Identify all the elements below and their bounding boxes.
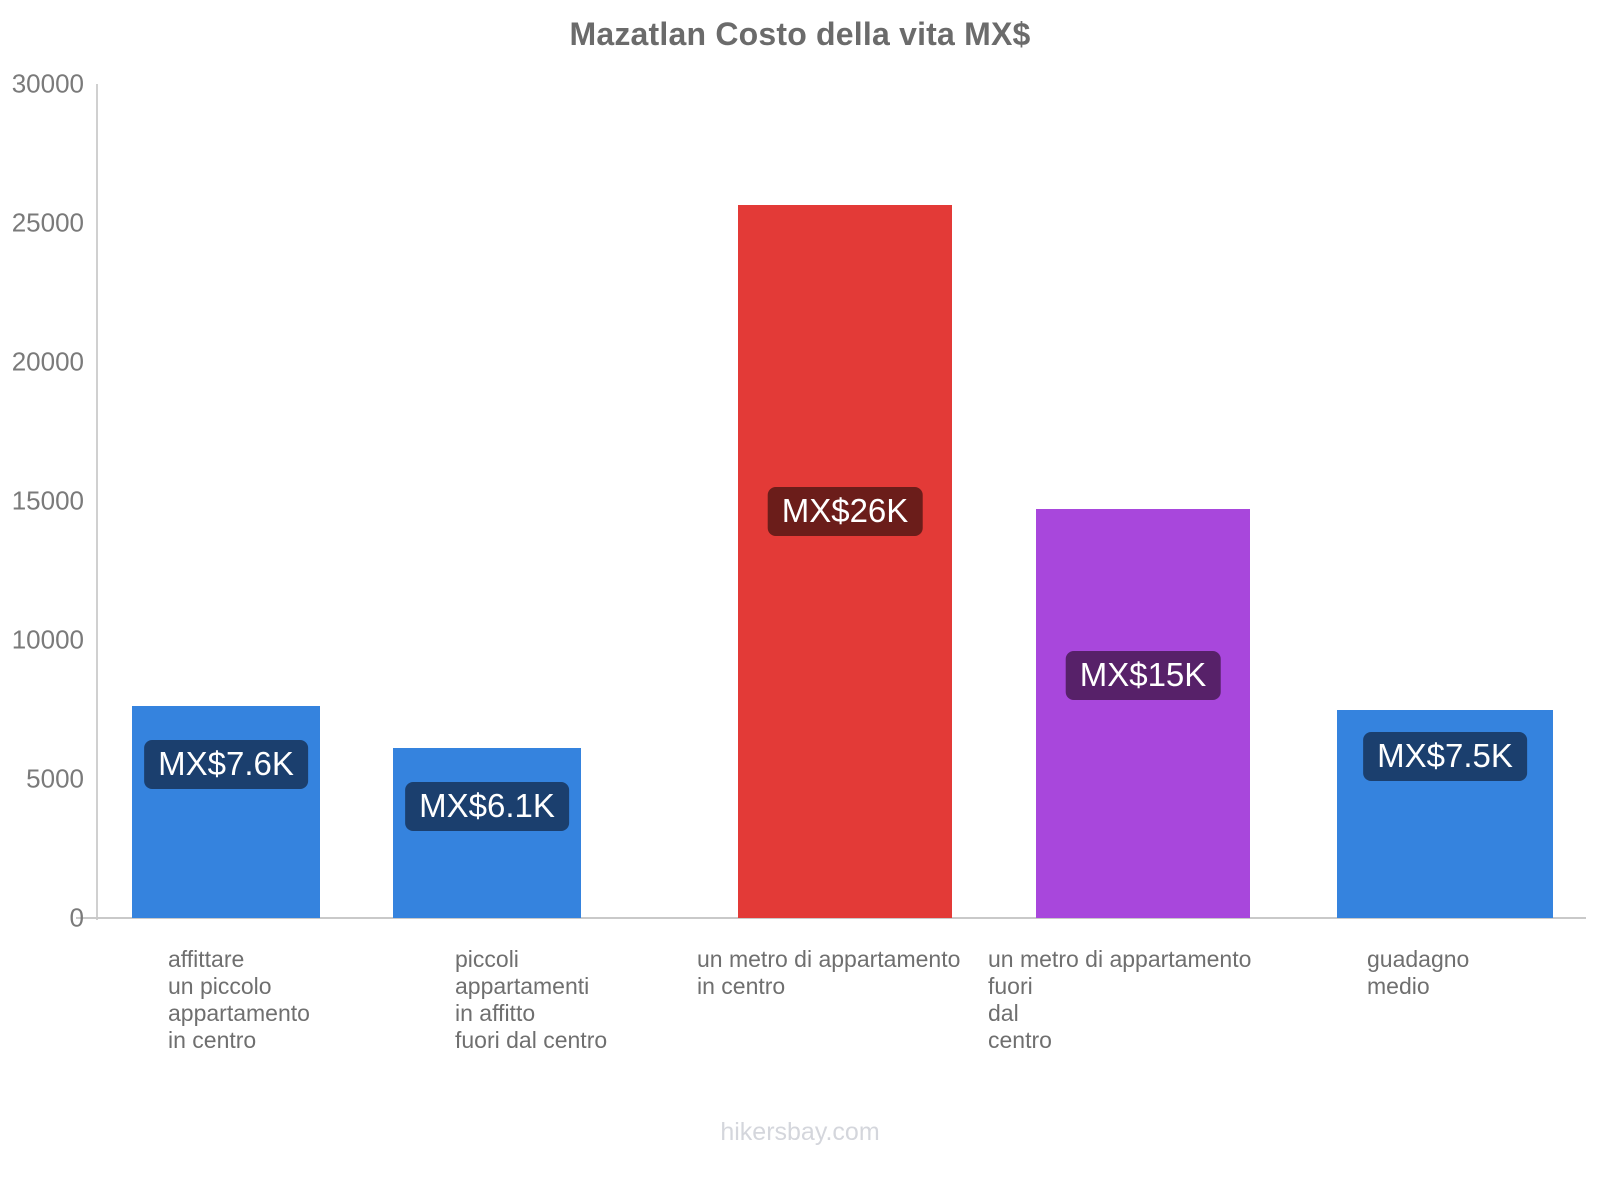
x-axis-category-label: un metro di appartamento fuori dal centr… [988, 946, 1252, 1054]
x-axis-category-label: guadagno medio [1367, 946, 1470, 1000]
bar[interactable]: MX$26K [738, 204, 952, 918]
bar-value-label: MX$7.5K [1363, 732, 1527, 782]
x-axis-category-label: affittare un piccolo appartamento in cen… [168, 946, 310, 1054]
y-axis-line [96, 84, 98, 920]
x-axis-category-label: un metro di appartamento in centro [697, 946, 961, 1000]
bar-value-label: MX$26K [767, 486, 923, 536]
footer-credit: hikersbay.com [720, 1118, 880, 1146]
plot-area: MX$7.6K MX$6.1K MX$26K MX$15K MX$7.5K [96, 84, 1586, 918]
y-axis-tick-label: 20000 [11, 346, 84, 377]
bar-value-label: MX$15K [1065, 651, 1221, 701]
y-axis-tick-label: 25000 [11, 207, 84, 238]
y-axis-tick-label: 5000 [26, 763, 84, 794]
y-axis-tick-label: 0 [69, 902, 84, 933]
y-axis-tick-label: 30000 [11, 68, 84, 99]
bar-value-label: MX$6.1K [405, 782, 569, 832]
x-axis-line [76, 917, 1586, 919]
x-axis-category-label: piccoli appartamenti in affitto fuori da… [455, 946, 608, 1054]
y-axis-tick-label: 10000 [11, 624, 84, 655]
y-axis-tick-mark [88, 917, 106, 919]
bar[interactable]: MX$15K [1036, 509, 1250, 918]
bar-value-label: MX$7.6K [144, 740, 308, 789]
bar[interactable]: MX$7.5K [1337, 710, 1553, 918]
bar[interactable]: MX$7.6K [132, 706, 320, 918]
y-axis-tick-label: 15000 [11, 485, 84, 516]
page-title: Mazatlan Costo della vita MX$ [569, 16, 1031, 52]
bar[interactable]: MX$6.1K [393, 748, 581, 918]
